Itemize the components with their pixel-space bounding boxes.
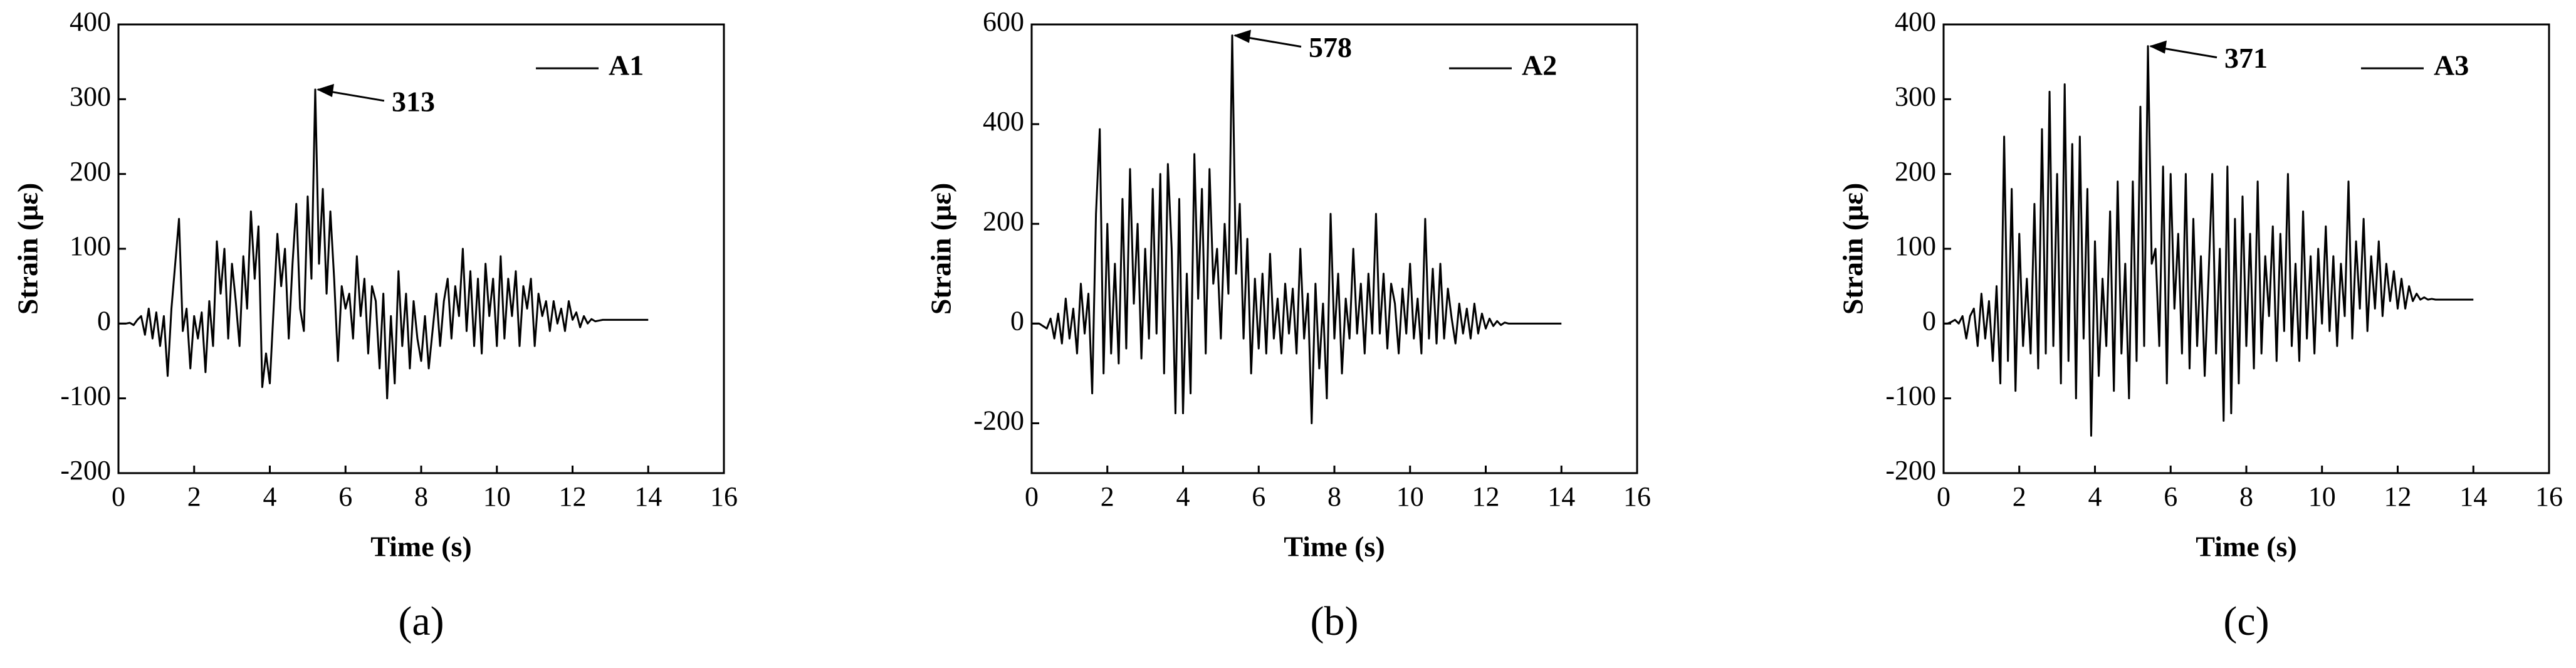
x-tick-label: 6 <box>2164 481 2177 512</box>
data-line <box>118 88 649 400</box>
x-tick-label: 0 <box>112 481 125 512</box>
x-tick-label: 14 <box>634 481 662 512</box>
x-tick-label: 8 <box>1327 481 1341 512</box>
y-tick-label: 400 <box>70 6 111 37</box>
x-tick-label: 12 <box>2384 481 2412 512</box>
x-tick-label: 0 <box>1937 481 1950 512</box>
x-tick-label: 10 <box>2308 481 2336 512</box>
y-tick-label: 0 <box>97 305 111 336</box>
y-tick-label: 200 <box>983 206 1024 236</box>
x-tick-label: 12 <box>559 481 587 512</box>
y-axis-label: Strain (με) <box>925 183 957 315</box>
x-tick-label: 0 <box>1025 481 1039 512</box>
y-tick-label: -100 <box>1885 380 1936 411</box>
y-tick-label: 600 <box>983 6 1024 37</box>
x-tick-label: 2 <box>187 481 201 512</box>
y-tick-label: -200 <box>60 455 111 486</box>
caption: (b) <box>1311 598 1359 644</box>
x-tick-label: 14 <box>2459 481 2487 512</box>
y-tick-label: 100 <box>70 231 111 261</box>
x-tick-label: 2 <box>2013 481 2026 512</box>
x-tick-label: 8 <box>414 481 428 512</box>
y-tick-label: -200 <box>1885 455 1936 486</box>
y-tick-label: 300 <box>70 81 111 112</box>
y-axis-label: Strain (με) <box>1837 183 1869 315</box>
caption: (a) <box>398 598 444 644</box>
x-tick-label: 8 <box>2239 481 2253 512</box>
y-tick-label: -100 <box>60 380 111 411</box>
y-tick-label: 200 <box>70 156 111 187</box>
data-line <box>1944 45 2474 437</box>
y-axis-label: Strain (με) <box>12 183 44 315</box>
y-tick-label: -200 <box>973 405 1024 436</box>
x-tick-label: 16 <box>1623 481 1651 512</box>
caption: (c) <box>2223 598 2269 644</box>
x-tick-label: 6 <box>338 481 352 512</box>
x-tick-label: 10 <box>1396 481 1424 512</box>
legend-label: A1 <box>609 50 644 81</box>
x-tick-label: 2 <box>1101 481 1114 512</box>
x-tick-label: 10 <box>483 481 511 512</box>
y-tick-label: 0 <box>1922 305 1936 336</box>
annotation: 578 <box>1309 31 1352 63</box>
y-tick-label: 0 <box>1010 305 1024 336</box>
y-tick-label: 300 <box>1895 81 1936 112</box>
annotation: 313 <box>392 85 435 117</box>
x-axis-label: Time (s) <box>1284 531 1385 563</box>
x-tick-label: 16 <box>710 481 738 512</box>
x-tick-label: 4 <box>2088 481 2102 512</box>
x-tick-label: 12 <box>1472 481 1500 512</box>
legend-label: A3 <box>2434 50 2469 81</box>
x-tick-label: 16 <box>2535 481 2563 512</box>
x-axis-label: Time (s) <box>2196 531 2296 563</box>
y-tick-label: 200 <box>1895 156 1936 187</box>
annotation-arrowhead <box>1233 29 1251 43</box>
annotation-arrowhead <box>316 83 334 97</box>
x-tick-label: 4 <box>1176 481 1190 512</box>
x-tick-label: 14 <box>1547 481 1575 512</box>
y-tick-label: 400 <box>983 106 1024 137</box>
x-tick-label: 4 <box>263 481 277 512</box>
x-axis-label: Time (s) <box>370 531 471 563</box>
y-tick-label: 400 <box>1895 6 1936 37</box>
plot-frame <box>1942 23 2550 474</box>
data-line <box>1032 34 1562 424</box>
annotation-arrowhead <box>2149 40 2167 54</box>
legend-label: A2 <box>1522 50 1557 81</box>
annotation: 371 <box>2224 42 2268 74</box>
x-tick-label: 6 <box>1252 481 1265 512</box>
plot-frame <box>1030 23 1638 474</box>
y-tick-label: 100 <box>1895 231 1936 261</box>
